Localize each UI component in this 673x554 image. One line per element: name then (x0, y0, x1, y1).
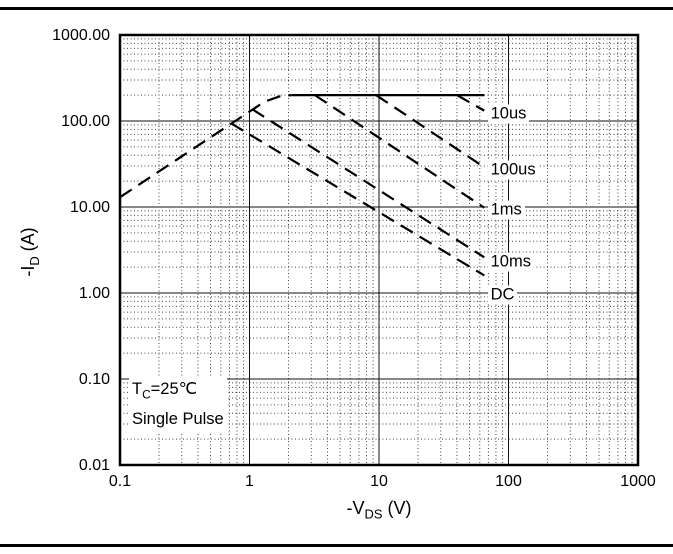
x-tick-label: 100 (495, 473, 522, 490)
y-tick-label: 10.00 (70, 199, 110, 216)
x-tick-label: 0.1 (109, 473, 131, 490)
series-t-1ms (314, 94, 485, 209)
x-tick-label: 10 (370, 473, 388, 490)
series-dc (230, 122, 485, 277)
bottom-border-line (0, 544, 673, 547)
x-tick-label: 1 (245, 473, 254, 490)
x-tick-label: 1000 (620, 473, 656, 490)
y-tick-label: 0.01 (79, 457, 110, 474)
series-t-100us (375, 94, 485, 169)
series-t-10us (456, 94, 485, 112)
series-rdson-limit-line (119, 94, 292, 199)
y-tick-label: 1000.00 (52, 27, 110, 44)
y-tick-label: 0.10 (79, 371, 110, 388)
series-t-10ms (251, 108, 485, 259)
top-border-line (0, 7, 673, 10)
plot-border (118, 33, 640, 467)
y-tick-label: 100.00 (61, 113, 110, 130)
y-tick-label: 1.00 (79, 285, 110, 302)
